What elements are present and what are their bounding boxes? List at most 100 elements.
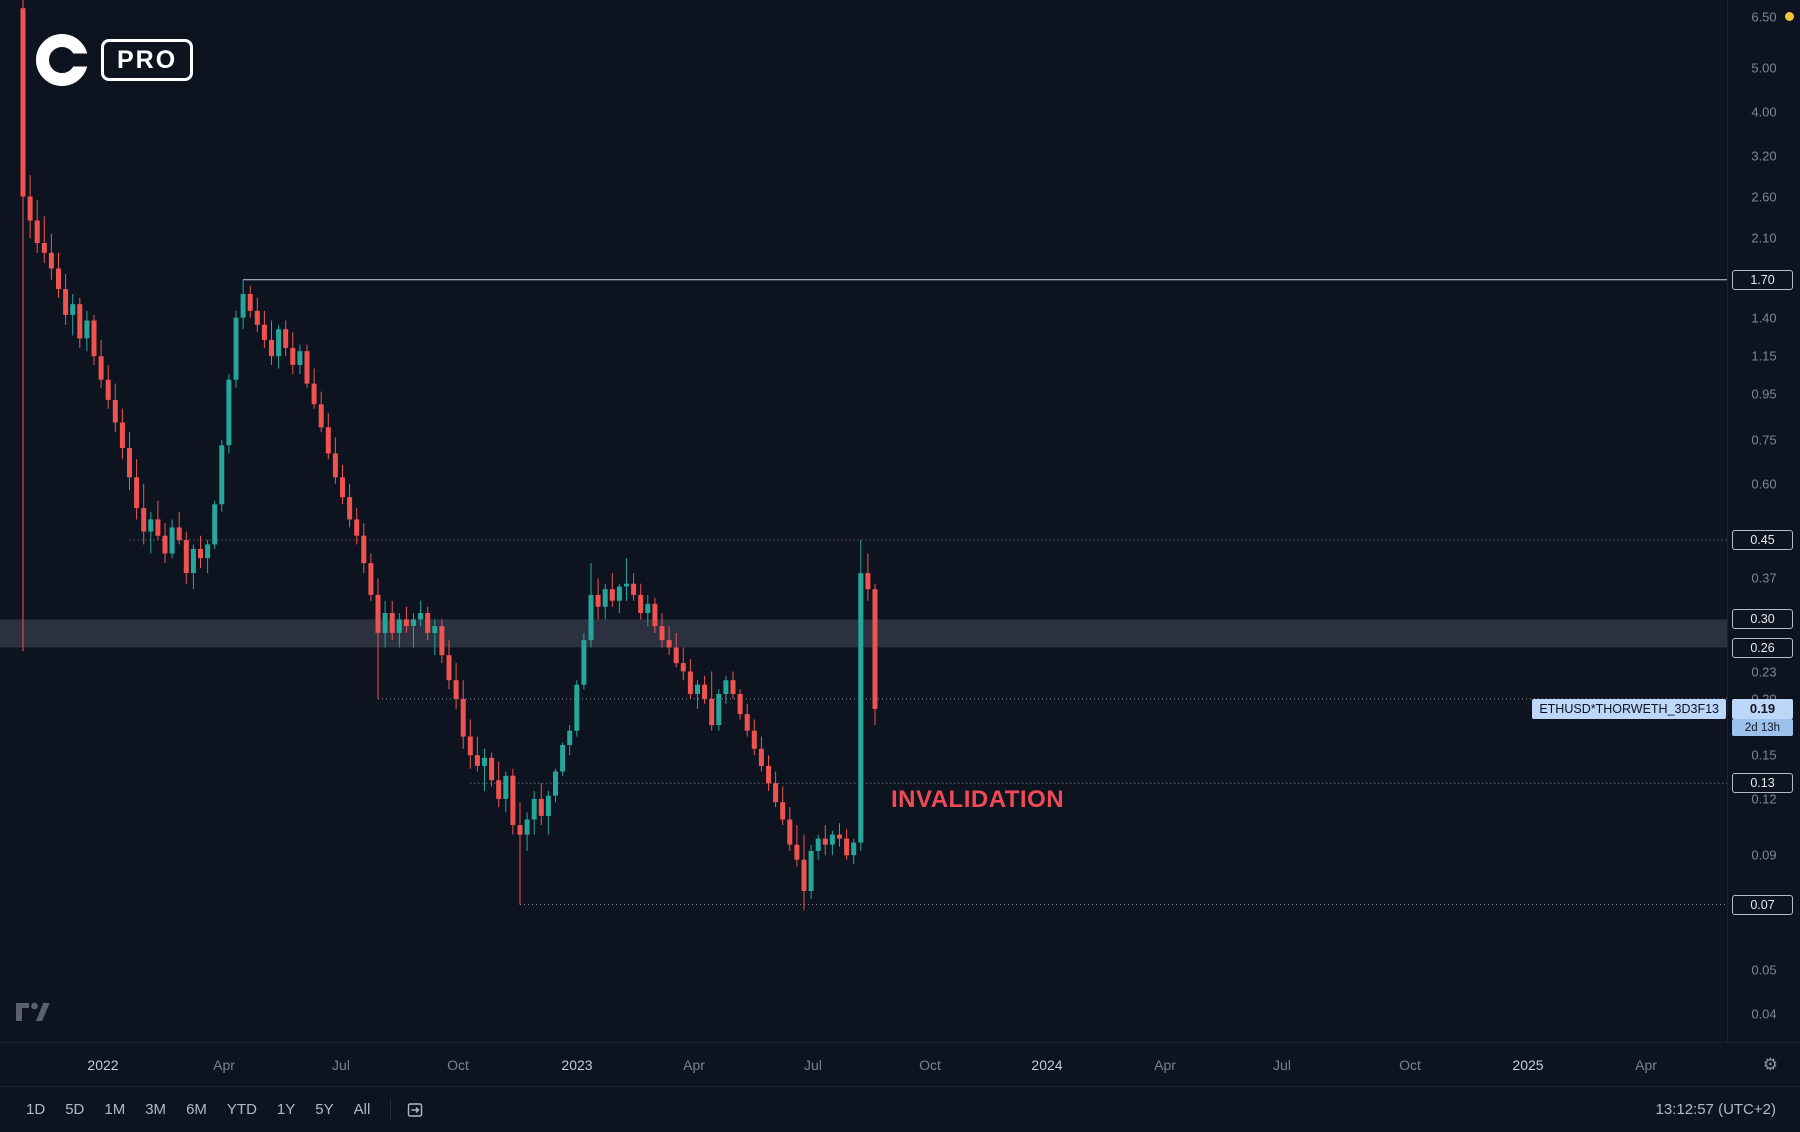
candle-body <box>63 289 69 315</box>
candle-body <box>659 626 665 641</box>
candle-body <box>134 477 140 508</box>
candle-body <box>176 527 182 540</box>
candle-body <box>112 400 118 423</box>
candle-body <box>872 589 878 709</box>
range-button-1d[interactable]: 1D <box>16 1095 55 1124</box>
range-button-5d[interactable]: 5D <box>55 1095 94 1124</box>
candle-body <box>844 838 850 856</box>
candle-body <box>20 8 26 197</box>
candle-body <box>169 527 175 554</box>
time-axis[interactable]: ⚙ 2022 Apr Jul Oct 2023 Apr Jul Oct 2024 Apr Jul Oc… <box>0 1042 1800 1086</box>
candle-body <box>489 757 495 781</box>
price-tick: 1.15 <box>1751 348 1777 364</box>
chart-canvas[interactable]: PRO INVALIDATION ETHUSD*THORWETH_3D3F13 <box>0 0 1727 1042</box>
candle-body <box>837 834 842 839</box>
price-tick: 0.75 <box>1751 432 1777 448</box>
tradingview-logo-icon[interactable] <box>14 998 52 1029</box>
current-price-label: 0.19 <box>1732 698 1793 719</box>
time-label-apr: Apr <box>1635 1056 1657 1073</box>
candle-body <box>545 795 551 816</box>
price-tick: 0.05 <box>1751 962 1777 978</box>
candle-body <box>233 317 239 380</box>
candle-body <box>368 563 374 595</box>
price-axis[interactable]: 0.19 2d 13h 6.50 5.00 4.00 3.20 2.60 2.10 1.40… <box>1727 0 1800 1042</box>
price-level-label: 0.45 <box>1732 530 1793 550</box>
candle-body <box>77 304 83 339</box>
candle-body <box>411 619 416 626</box>
candle-body <box>616 586 622 601</box>
range-button-1y[interactable]: 1Y <box>267 1095 305 1124</box>
candle-body <box>141 508 147 532</box>
candle-body <box>91 320 97 357</box>
candle-body <box>673 647 679 664</box>
candle-body <box>396 619 402 633</box>
candle-body <box>758 748 764 766</box>
candle-body <box>744 714 750 731</box>
price-level-label: 0.07 <box>1732 894 1793 915</box>
price-tick: 0.15 <box>1751 747 1777 763</box>
candle-body <box>283 329 289 348</box>
candle-body <box>361 535 367 564</box>
series-symbol-label[interactable]: ETHUSD*THORWETH_3D3F13 <box>1532 698 1726 719</box>
candle-body <box>638 594 644 613</box>
candle-body <box>261 324 267 340</box>
candle-body <box>553 771 558 796</box>
price-tick: 2.10 <box>1751 230 1777 246</box>
price-tick: 6.50 <box>1751 9 1777 25</box>
candle-body <box>190 548 196 574</box>
range-button-ytd[interactable]: YTD <box>217 1095 267 1124</box>
candle-body <box>297 351 303 365</box>
candle-body <box>389 613 395 633</box>
candle-body <box>325 427 331 454</box>
candle-body <box>198 548 203 559</box>
range-button-5y[interactable]: 5Y <box>305 1095 343 1124</box>
candle-body <box>460 698 466 737</box>
candle-body <box>432 626 438 633</box>
time-label-2022: 2022 <box>87 1056 119 1073</box>
go-to-date-button[interactable] <box>401 1096 429 1124</box>
time-label-oct: Oct <box>447 1056 469 1073</box>
candle-body <box>162 535 168 554</box>
price-level-label: 0.26 <box>1732 637 1793 658</box>
time-label-apr: Apr <box>1154 1056 1176 1073</box>
price-tick: 1.40 <box>1751 310 1777 326</box>
candle-body <box>680 663 686 672</box>
candle-body <box>403 619 409 626</box>
range-button-3m[interactable]: 3M <box>135 1095 176 1124</box>
candle-body <box>702 684 708 699</box>
candle-body <box>276 329 282 357</box>
range-button-1m[interactable]: 1M <box>94 1095 135 1124</box>
candle-body <box>794 844 800 860</box>
time-label-jul: Jul <box>332 1056 350 1073</box>
candle-body <box>865 573 871 590</box>
candle-body <box>84 320 90 339</box>
price-level-label: 0.30 <box>1732 609 1793 630</box>
range-button-6m[interactable]: 6M <box>176 1095 217 1124</box>
time-label-2024: 2024 <box>1031 1056 1063 1073</box>
candle-body <box>730 680 736 694</box>
candle-body <box>723 680 729 694</box>
candle-body <box>304 351 310 384</box>
candle-body <box>375 594 381 633</box>
candle-body <box>609 589 615 601</box>
candle-body <box>318 404 324 428</box>
candle-body <box>340 477 345 498</box>
candle-body <box>347 497 353 520</box>
range-button-all[interactable]: All <box>344 1095 381 1124</box>
candle-body <box>716 694 722 725</box>
candle-body <box>105 379 111 400</box>
candle-body <box>70 304 76 315</box>
candle-body <box>787 819 793 845</box>
clock-label[interactable]: 13:12:57 (UTC+2) <box>1655 1101 1776 1118</box>
candle-body <box>808 851 814 891</box>
candle-body <box>453 680 459 699</box>
candle-body <box>822 838 828 845</box>
candle-body <box>631 583 637 595</box>
price-tick: 0.12 <box>1751 791 1777 807</box>
candle-body <box>645 603 651 614</box>
invalidation-label: INVALIDATION <box>891 786 1065 813</box>
settings-gear-icon[interactable]: ⚙ <box>1762 1054 1778 1074</box>
price-tick: 0.23 <box>1751 664 1777 679</box>
price-tick: 0.09 <box>1751 847 1777 863</box>
